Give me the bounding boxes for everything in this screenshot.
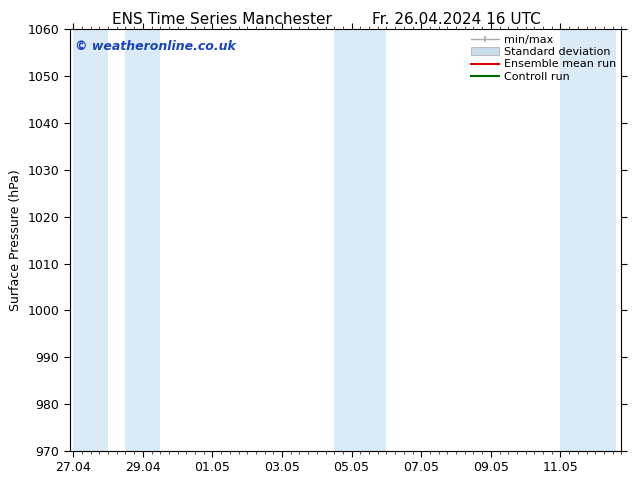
Bar (334, 29, 386, 451)
Text: Fr. 26.04.2024 16 UTC: Fr. 26.04.2024 16 UTC (372, 12, 541, 27)
Legend: min/max, Standard deviation, Ensemble mean run, Controll run: min/max, Standard deviation, Ensemble me… (469, 33, 618, 84)
Bar (73, 29, 108, 451)
Y-axis label: Surface Pressure (hPa): Surface Pressure (hPa) (9, 169, 22, 311)
Text: ENS Time Series Manchester: ENS Time Series Manchester (112, 12, 332, 27)
Bar (126, 29, 160, 451)
Bar (560, 29, 616, 451)
Text: © weatheronline.co.uk: © weatheronline.co.uk (75, 40, 236, 53)
